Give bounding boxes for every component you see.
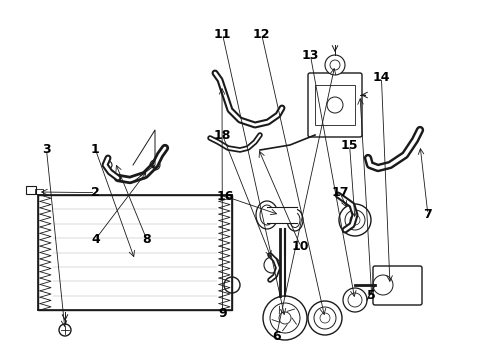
- Text: 12: 12: [252, 28, 270, 41]
- Text: 7: 7: [423, 208, 431, 221]
- Circle shape: [59, 324, 71, 336]
- Text: 4: 4: [91, 233, 100, 246]
- Text: 6: 6: [271, 330, 280, 343]
- Circle shape: [263, 296, 306, 340]
- Bar: [35, 189, 43, 194]
- Text: 3: 3: [42, 143, 51, 156]
- Text: 1: 1: [91, 143, 100, 156]
- Circle shape: [342, 288, 366, 312]
- Text: 13: 13: [301, 49, 319, 62]
- Ellipse shape: [256, 201, 278, 229]
- Text: 11: 11: [213, 28, 231, 41]
- Text: 16: 16: [216, 190, 233, 203]
- Text: 14: 14: [372, 71, 389, 84]
- Circle shape: [307, 301, 341, 335]
- Text: 18: 18: [213, 129, 231, 141]
- Ellipse shape: [286, 209, 303, 231]
- Bar: [38, 195, 231, 310]
- Text: 17: 17: [330, 186, 348, 199]
- FancyBboxPatch shape: [372, 266, 421, 305]
- FancyBboxPatch shape: [307, 73, 361, 137]
- Text: 2: 2: [91, 186, 100, 199]
- Text: 15: 15: [340, 139, 358, 152]
- Text: 10: 10: [291, 240, 309, 253]
- Circle shape: [325, 55, 345, 75]
- Circle shape: [338, 204, 370, 236]
- Text: 8: 8: [142, 233, 151, 246]
- Text: 5: 5: [366, 289, 375, 302]
- Bar: [266, 207, 296, 223]
- Text: 9: 9: [218, 307, 226, 320]
- Bar: [26, 186, 36, 194]
- Bar: [314, 85, 354, 125]
